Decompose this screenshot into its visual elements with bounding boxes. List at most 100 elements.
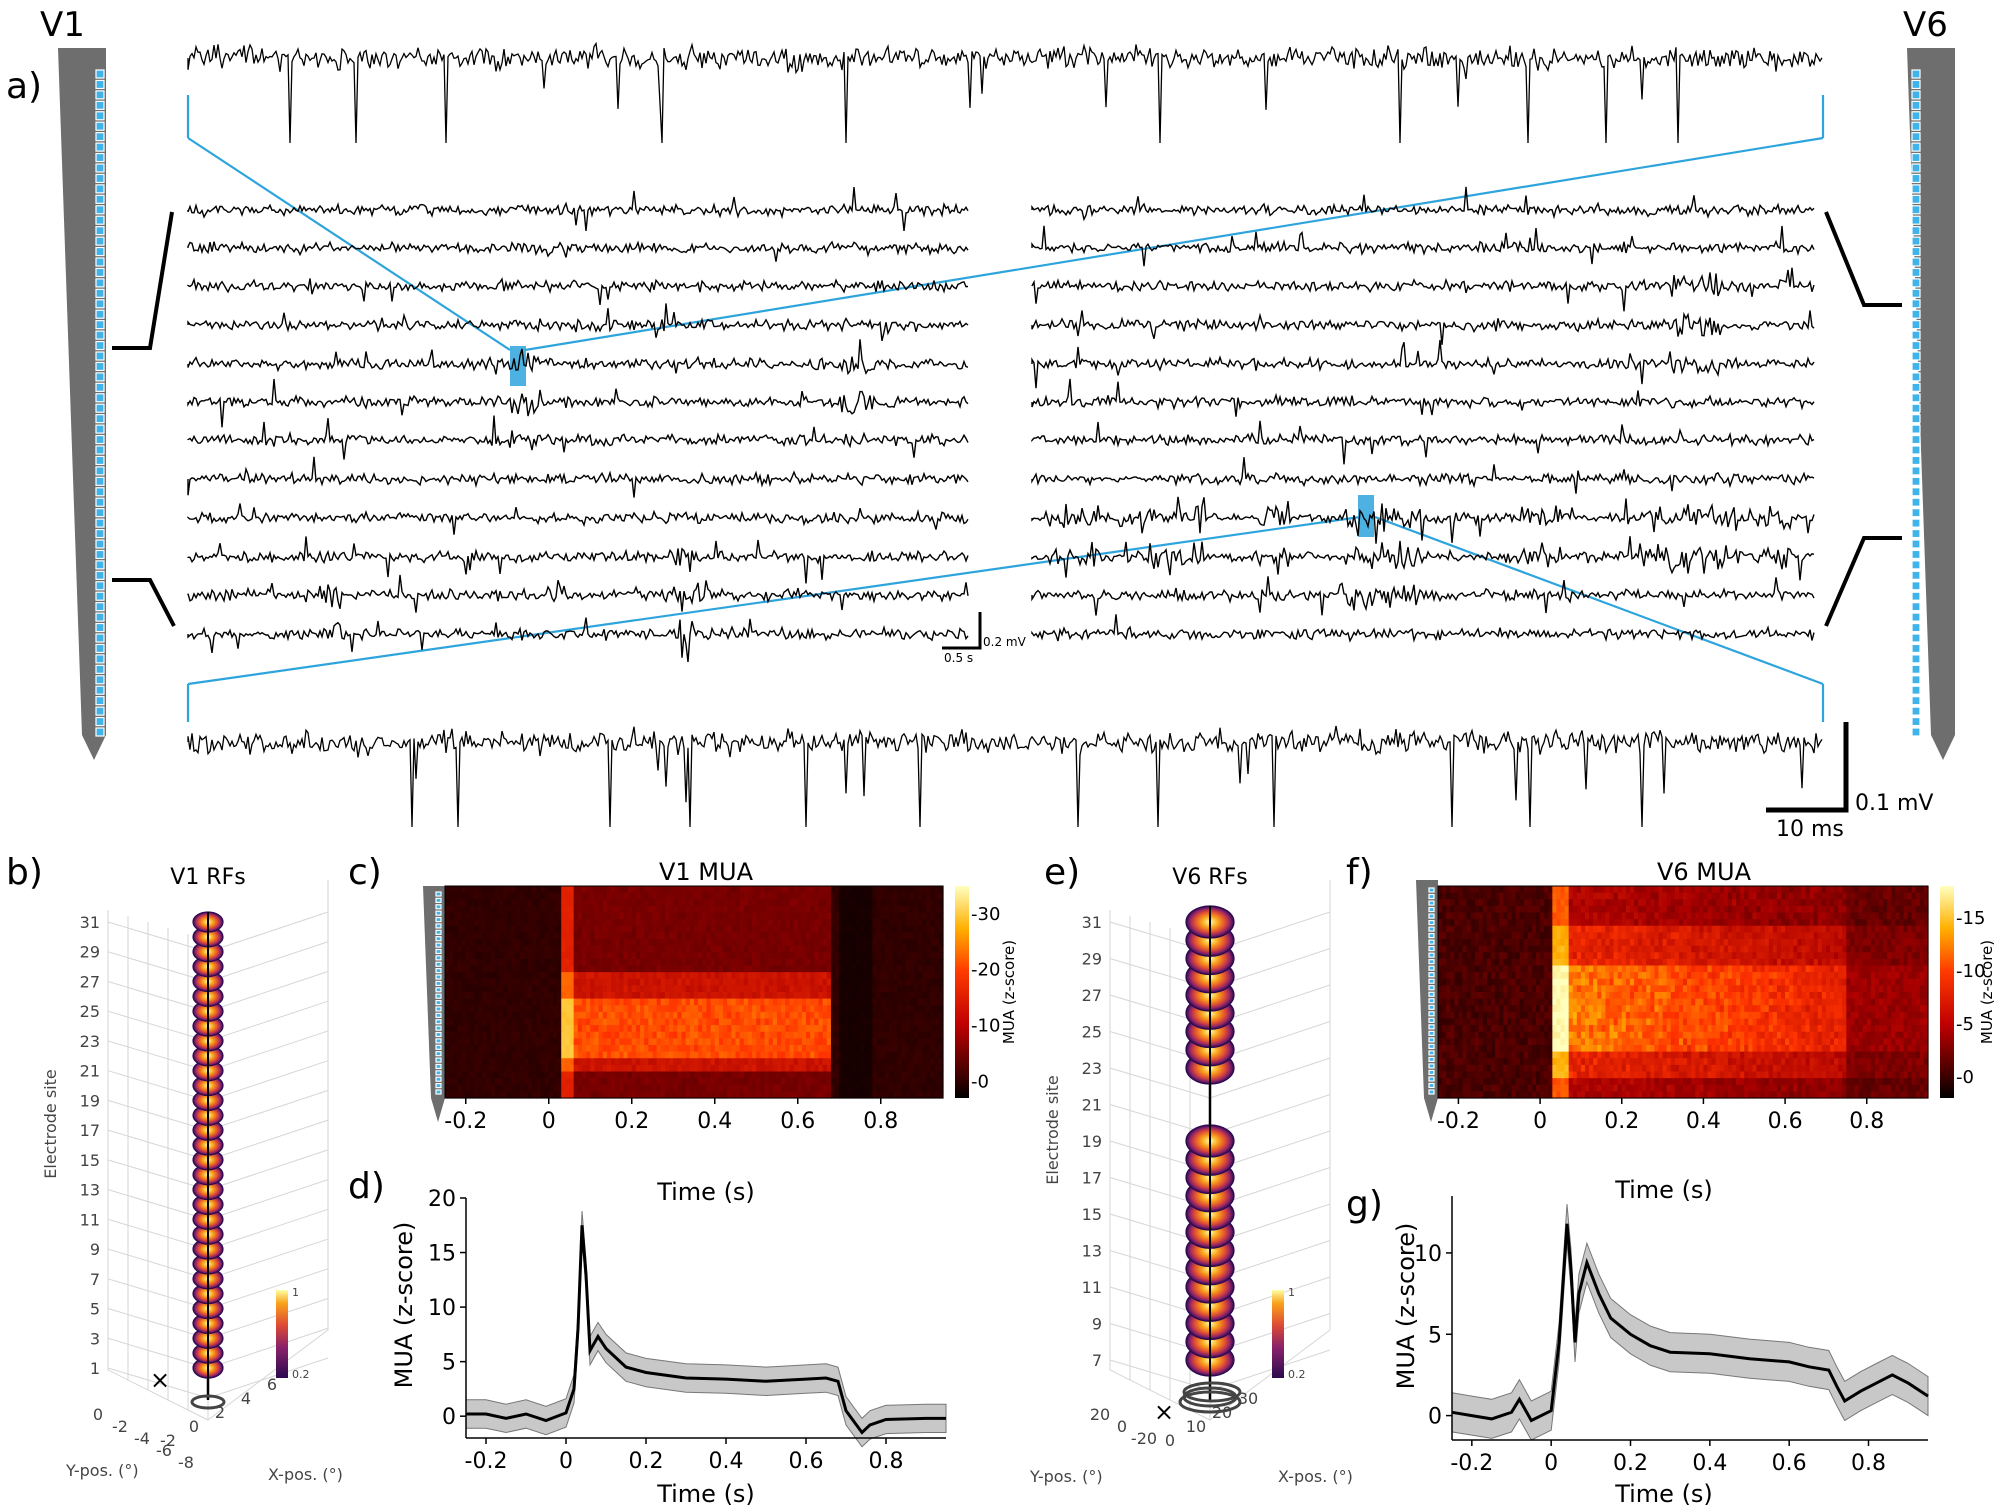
heatmap-cell — [1523, 905, 1529, 914]
heatmap-cell — [536, 932, 542, 940]
heatmap-cell — [876, 1005, 882, 1013]
heatmap-cell — [1752, 905, 1758, 914]
heatmap-cell — [544, 939, 550, 947]
heatmap-cell — [897, 1011, 903, 1020]
heatmap-cell — [465, 978, 471, 986]
heatmap-cell — [640, 1018, 645, 1026]
heatmap-cell — [635, 1064, 641, 1073]
heatmap-cell — [855, 985, 861, 993]
probe-site — [95, 643, 105, 654]
heatmap-cell — [449, 958, 454, 967]
heatmap-cell — [640, 952, 645, 960]
heatmap-cell — [536, 1011, 542, 1020]
heatmap-cell — [1809, 886, 1815, 894]
heatmap-cell — [669, 958, 674, 967]
heatmap-cell — [777, 886, 782, 894]
probe-v1: V1 — [40, 5, 106, 760]
panel-f-heatmap: V6 MUA -0.2 0 0.2 0.4 0.6 0.8 Time (s) -15-10… — [1416, 858, 1996, 1204]
heatmap-cell — [918, 972, 923, 980]
heatmap-cell — [552, 1058, 558, 1066]
heatmap-cell — [793, 1045, 799, 1053]
heatmap-cell — [926, 899, 932, 907]
heatmap-cell — [702, 939, 708, 947]
heatmap-cell — [901, 905, 907, 914]
heatmap-cell — [860, 899, 865, 907]
heatmap-cell — [1785, 912, 1790, 920]
heatmap-cell — [635, 1005, 641, 1013]
heatmap-cell — [1605, 905, 1611, 914]
heatmap-cell — [449, 1005, 454, 1013]
heatmap-cell — [752, 1031, 757, 1039]
heatmap-cell — [474, 1031, 479, 1039]
heatmap-cell — [747, 919, 753, 927]
heatmap-cell — [723, 985, 728, 993]
heatmap-cell — [602, 1025, 608, 1033]
heatmap-cell — [839, 1005, 844, 1013]
heatmap-cell — [706, 1045, 712, 1053]
heatmap-cell — [735, 1005, 741, 1013]
heatmap-cell — [503, 965, 508, 973]
heatmap-cell — [1891, 886, 1896, 894]
heatmap-cell — [752, 972, 757, 980]
heatmap-cell — [818, 1084, 824, 1092]
heatmap-cell — [689, 912, 695, 920]
heatmap-cell — [868, 945, 874, 953]
heatmap-cell — [893, 1031, 898, 1039]
heatmap-cell — [901, 1038, 907, 1046]
probe-site — [1911, 309, 1921, 319]
heatmap-cell — [864, 925, 869, 933]
heatmap-cell — [677, 1084, 683, 1092]
heatmap-cell — [835, 1078, 840, 1086]
heatmap-cell — [714, 1084, 720, 1092]
heatmap-cell — [772, 912, 778, 920]
heatmap-cell — [893, 892, 898, 900]
x-tick-label: -2 — [160, 1431, 176, 1450]
heatmap-cell — [739, 992, 745, 1000]
heatmap-cell — [913, 932, 919, 940]
heatmap-cell — [619, 1018, 625, 1026]
heatmap-cell — [880, 1011, 886, 1020]
panel-f-label: f) — [1346, 852, 1373, 893]
heatmap-cell — [781, 952, 786, 960]
heatmap-cell — [544, 978, 550, 986]
heatmap-cell — [843, 992, 849, 1000]
heatmap-cell — [573, 939, 579, 947]
heatmap-cell — [1634, 886, 1639, 894]
heatmap-cell — [777, 1025, 782, 1033]
heatmap-cell — [519, 1091, 525, 1099]
heatmap-cell — [706, 1031, 712, 1039]
probe-site — [1911, 654, 1921, 664]
heatmap-cell — [1446, 905, 1451, 914]
heatmap-cell — [631, 1051, 637, 1059]
heatmap-cell — [635, 905, 641, 914]
heatmap-cell — [727, 892, 732, 900]
heatmap-cell — [694, 1025, 699, 1033]
heatmap-cell — [552, 952, 558, 960]
heatmap-cell — [913, 992, 919, 1000]
heatmap-cell — [611, 1071, 616, 1079]
heatmap-cell — [474, 1084, 479, 1092]
heatmap-cell — [1846, 912, 1852, 920]
heatmap-cell — [1723, 899, 1729, 907]
heatmap-cell — [1613, 899, 1619, 907]
heatmap-cell — [777, 899, 782, 907]
heatmap-cell — [482, 1038, 488, 1046]
heatmap-cell — [669, 1011, 674, 1020]
heatmap-cell — [1793, 905, 1798, 914]
heatmap-cell — [855, 1058, 861, 1066]
heatmap-cell — [1499, 899, 1504, 907]
heatmap-cell — [478, 985, 483, 993]
heatmap-cell — [1879, 886, 1884, 894]
heatmap-cell — [1523, 912, 1529, 920]
heatmap-cell — [847, 1031, 853, 1039]
heatmap-cell — [494, 1064, 500, 1073]
heatmap-cell — [594, 1051, 600, 1059]
heatmap-cell — [702, 978, 708, 986]
heatmap-cell — [569, 1078, 575, 1086]
heatmap-cell — [656, 945, 662, 953]
heatmap-cell — [764, 1045, 770, 1053]
heatmap-cell — [1438, 886, 1443, 894]
heatmap-cell — [548, 1078, 554, 1086]
heatmap-cell — [494, 1018, 500, 1026]
heatmap-cell — [702, 892, 708, 900]
